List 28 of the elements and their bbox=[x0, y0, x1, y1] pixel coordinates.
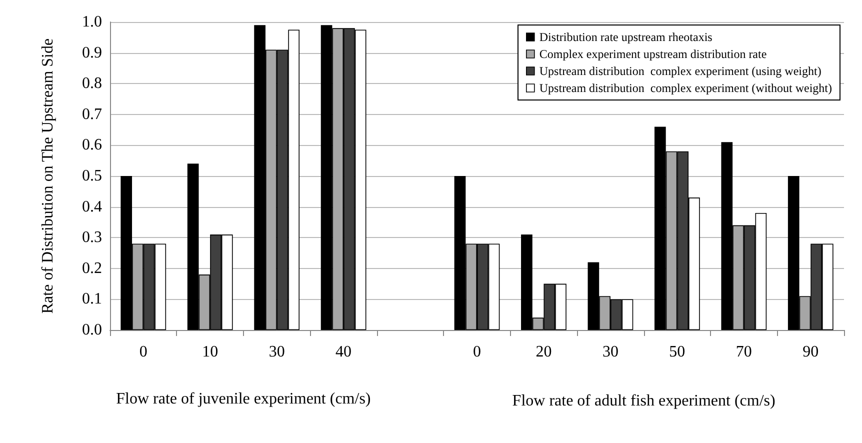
y-axis-title: Rate of Distribution on The Upstream Side bbox=[40, 38, 56, 314]
x-tick-label: 50 bbox=[669, 344, 686, 360]
y-tick-label: 0.0 bbox=[82, 322, 102, 338]
x-tick-label: 40 bbox=[336, 344, 352, 360]
x-axis-title: Flow rate of juvenile experiment (cm/s) bbox=[116, 390, 371, 408]
x-tick-label: 0 bbox=[139, 344, 148, 360]
y-tick-label: 0.6 bbox=[82, 136, 102, 154]
x-tick-label: 70 bbox=[736, 344, 752, 360]
legend-label: Complex experiment upstream distribution rate bbox=[539, 47, 767, 61]
x-tick-label: 0 bbox=[473, 344, 481, 360]
x-tick-label: 10 bbox=[202, 344, 218, 360]
legend-label: Upstream distribution complex experiment (without weight) bbox=[539, 81, 832, 95]
x-tick-label: 90 bbox=[802, 344, 819, 360]
legend-label: Distribution rate upstream rheotaxis bbox=[539, 30, 713, 44]
y-tick-label: 0.9 bbox=[82, 44, 102, 62]
x-tick-label: 30 bbox=[268, 344, 285, 360]
legend-label: Upstream distribution complex experiment (using weight) bbox=[539, 64, 822, 78]
y-tick-label: 0.3 bbox=[82, 229, 102, 246]
y-tick-label: 0.7 bbox=[82, 106, 102, 123]
y-tick-label: 1.0 bbox=[82, 14, 102, 30]
y-tick-label: 0.4 bbox=[82, 198, 102, 216]
y-tick-label: 0.5 bbox=[82, 168, 102, 184]
y-tick-label: 0.8 bbox=[82, 75, 102, 92]
x-tick-label: 20 bbox=[536, 344, 552, 360]
y-tick-label: 0.2 bbox=[82, 260, 102, 277]
text: Flow rate of adult fish experiment (cm/s) bbox=[512, 392, 776, 410]
x-tick-label: 30 bbox=[602, 344, 618, 360]
y-tick-label: 0.1 bbox=[82, 290, 102, 308]
